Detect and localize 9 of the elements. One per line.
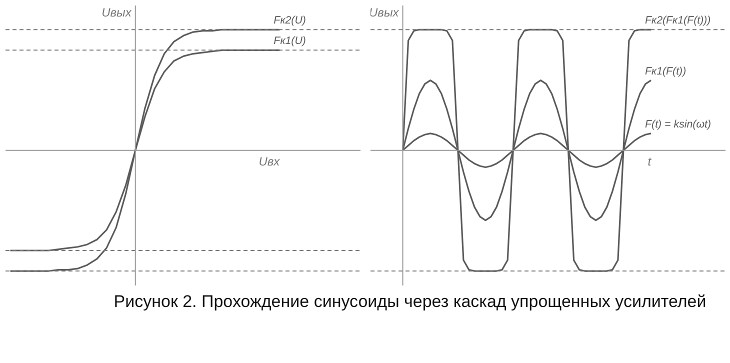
x-axis-title: t [648, 154, 652, 168]
series-label: Fк1(F(t)) [645, 65, 686, 78]
series-label: Fк2(U) [274, 14, 306, 27]
series-label: Fк1(U) [274, 35, 306, 48]
y-axis-title: Uвых [102, 6, 132, 20]
x-axis-title: Uвх [258, 154, 281, 168]
series-label: F(t) = ksin(ωt) [645, 118, 712, 130]
text: Рисунок 2. Прохождение синусоиды через каскад упрощенных усилителей [114, 291, 706, 313]
series-label: Fк2(Fк1(F(t))) [645, 14, 711, 27]
